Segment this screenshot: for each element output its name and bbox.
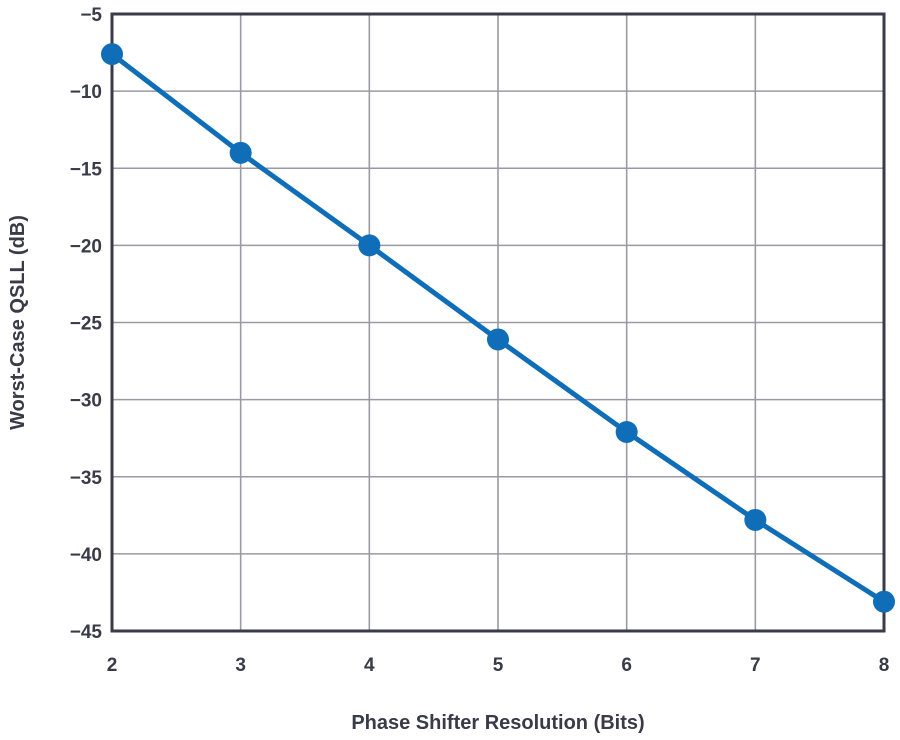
data-series: [101, 43, 895, 613]
y-tick-label: −30: [70, 391, 102, 412]
y-tick-label: −5: [80, 5, 102, 26]
data-point: [873, 590, 895, 613]
x-axis-label: Phase Shifter Resolution (Bits): [351, 712, 644, 734]
x-tick-label: 6: [621, 655, 632, 676]
y-tick-label: −10: [70, 82, 102, 103]
y-tick-label: −40: [70, 545, 102, 566]
x-tick-label: 3: [235, 655, 246, 676]
x-tick-label: 4: [364, 655, 375, 676]
y-tick-label: −35: [70, 468, 103, 489]
x-tick-label: 7: [750, 655, 761, 676]
x-tick-label: 5: [493, 655, 504, 676]
y-axis-label: Worst-Case QSLL (dB): [7, 215, 29, 430]
y-tick-label: −15: [70, 159, 103, 180]
x-tick-label: 8: [879, 655, 890, 676]
data-point: [229, 141, 252, 164]
plot-frame: [110, 12, 886, 633]
data-point: [101, 43, 123, 66]
grid-lines: [111, 13, 885, 632]
x-tick-label: 2: [107, 655, 118, 676]
y-tick-label: −20: [70, 236, 102, 257]
data-point: [358, 234, 381, 257]
y-tick-label: −45: [70, 622, 103, 643]
data-point: [487, 328, 509, 351]
tick-labels: 2 3 4 5 6 7 8 −5 −10 −15 −20 −25 −30 −35 −40 −45: [70, 5, 890, 676]
y-tick-label: −25: [70, 314, 103, 335]
data-point: [744, 508, 767, 531]
data-point: [615, 421, 638, 444]
